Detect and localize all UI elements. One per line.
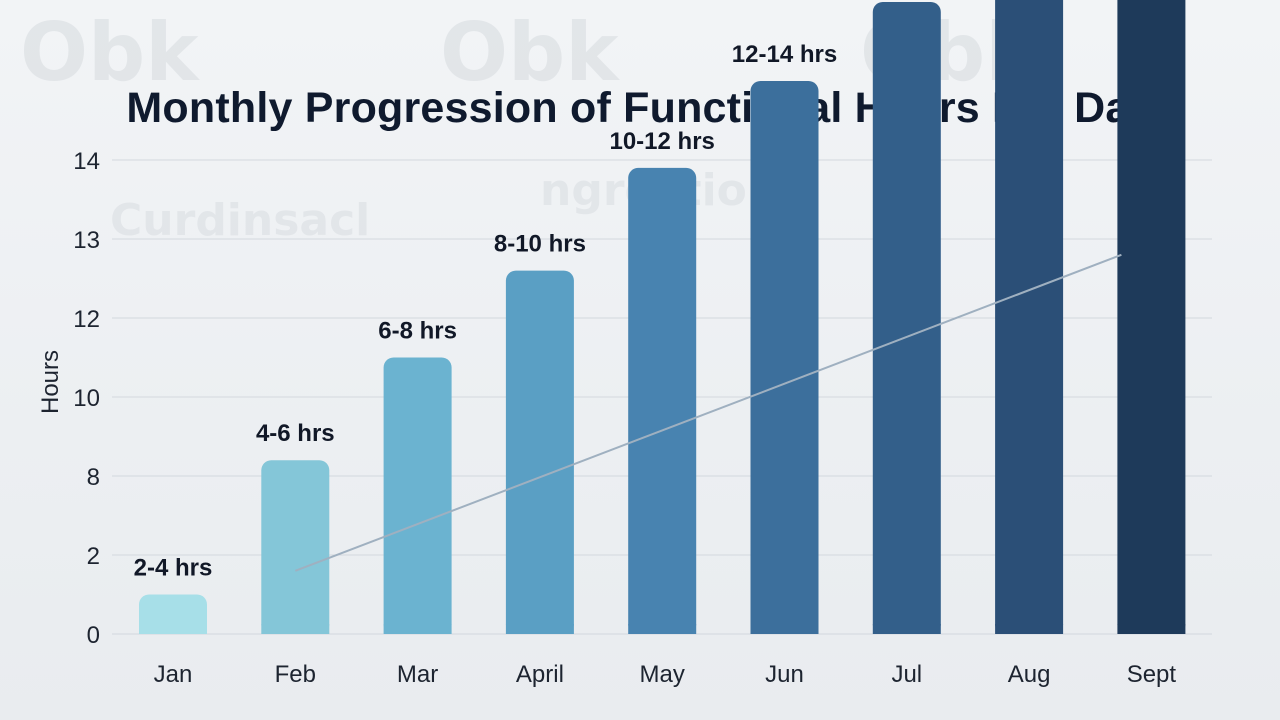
bar <box>1117 0 1186 634</box>
y-tick-label: 12 <box>73 306 100 333</box>
svg-text:Obk: Obk <box>20 6 200 99</box>
y-tick-label: 10 <box>73 385 100 412</box>
x-tick-label: Mar <box>397 661 438 688</box>
bar-base <box>872 624 941 634</box>
data-label: 6-8 hrs <box>378 318 457 345</box>
y-axis-title: Hours <box>37 350 64 414</box>
x-tick-label: Feb <box>275 661 316 688</box>
data-labels: 2-4 hrs 4-6 hrs 6-8 hrs 8-10 hrs 10-12 hrs 12… <box>134 41 838 582</box>
x-tick-label: Jun <box>765 661 804 688</box>
trend-line-group <box>294 253 1122 572</box>
y-tick-label: 8 <box>87 464 100 491</box>
bar <box>872 2 941 634</box>
bar-base <box>750 624 819 634</box>
x-tick-label: Jan <box>154 661 193 688</box>
bar-base <box>261 624 330 634</box>
bar <box>628 167 697 634</box>
x-axis-ticks: Jan Feb Mar April May Jun Jul Aug Sept <box>154 661 1177 688</box>
data-label: 12-14 hrs <box>732 41 837 68</box>
bar <box>995 0 1064 634</box>
y-axis-ticks: 0 2 8 10 12 13 14 <box>73 148 100 649</box>
y-tick-label: 0 <box>87 622 100 649</box>
svg-text:Obk: Obk <box>440 6 620 99</box>
x-tick-label: Aug <box>1008 661 1051 688</box>
bar <box>383 357 452 634</box>
data-label: 4-6 hrs <box>256 420 335 447</box>
data-label: 8-10 hrs <box>494 231 586 258</box>
bar-base <box>628 624 697 634</box>
bar <box>261 460 330 634</box>
bar-base <box>383 624 452 634</box>
y-tick-label: 2 <box>87 543 100 570</box>
bar-base <box>1117 624 1186 634</box>
bar <box>505 270 574 634</box>
x-tick-label: Sept <box>1127 661 1177 688</box>
bars <box>139 0 1186 634</box>
data-label: 2-4 hrs <box>134 555 213 582</box>
chart-title: Monthly Progression of Functional Hours … <box>126 84 1154 132</box>
bar <box>750 81 819 634</box>
svg-text:Curdinsacl: Curdinsacl <box>110 195 370 246</box>
data-label: 10-12 hrs <box>609 128 714 155</box>
trend-line <box>294 253 1122 572</box>
x-tick-label: April <box>516 661 564 688</box>
y-tick-label: 13 <box>73 227 100 254</box>
bar-base <box>505 624 574 634</box>
x-tick-label: May <box>640 661 685 688</box>
x-tick-label: Jul <box>891 661 922 688</box>
bar-base <box>139 624 207 634</box>
bar-base <box>995 624 1064 634</box>
y-tick-label: 14 <box>73 148 100 175</box>
